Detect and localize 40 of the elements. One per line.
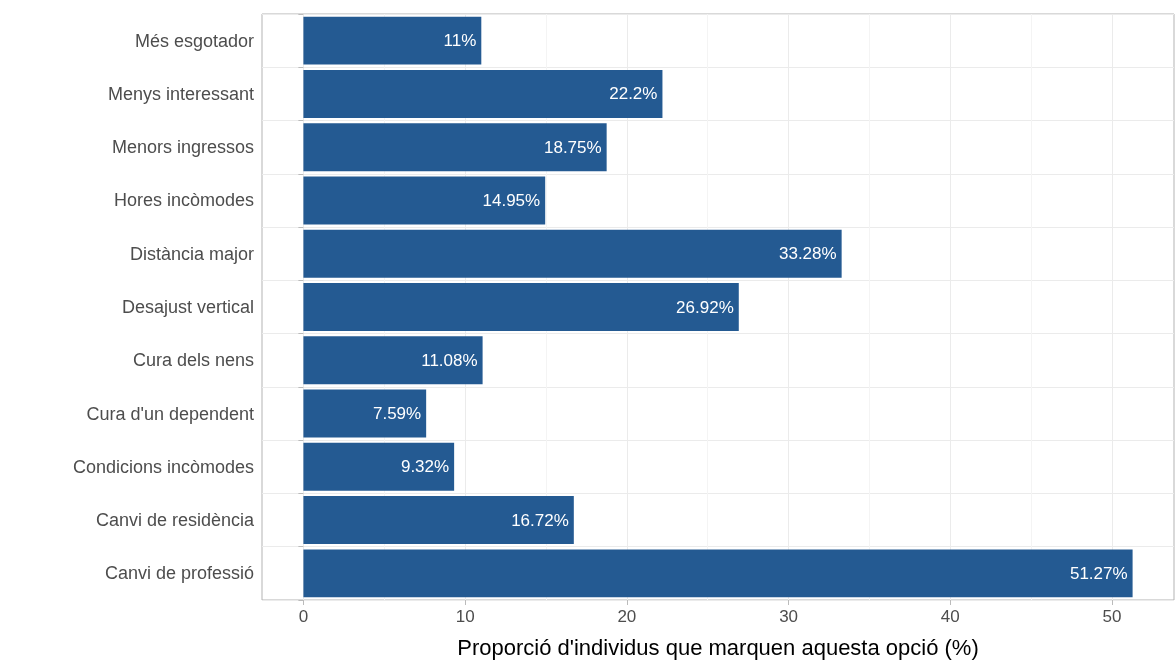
bar — [303, 69, 663, 118]
bar — [303, 283, 739, 331]
data-label: 16.72% — [511, 510, 569, 530]
y-tick-label: Cura dels nens — [132, 350, 254, 371]
data-label: 7.59% — [372, 404, 422, 424]
data-label: 9.32% — [400, 457, 450, 477]
x-tick-label: 20 — [617, 607, 637, 626]
bar — [303, 336, 483, 385]
bar — [303, 16, 482, 65]
x-tick-label: 10 — [455, 607, 475, 626]
bar — [303, 442, 455, 491]
x-tick-label: 0 — [298, 607, 309, 626]
x-axis-title: Proporció d'individus que marquen aquesta opció (%) — [457, 634, 979, 660]
bar — [303, 496, 574, 545]
y-tick-label: Més esgotador — [134, 30, 254, 51]
data-label: 33.28% — [778, 244, 837, 264]
x-tick-label: 40 — [940, 607, 960, 626]
bar — [303, 176, 546, 225]
data-label: 26.92% — [676, 297, 734, 317]
x-tick-label: 30 — [779, 607, 799, 626]
bar — [303, 389, 427, 438]
data-label: 22.2% — [609, 84, 658, 104]
y-tick-label: Cura d'un dependent — [86, 403, 254, 424]
data-label: 11.08% — [421, 350, 478, 370]
y-tick-label: Canvi de professió — [104, 563, 254, 584]
data-label: 51.27% — [1069, 563, 1128, 583]
y-tick-label: Menys interessant — [107, 83, 254, 104]
data-label: 18.75% — [543, 137, 602, 157]
y-tick-label: Hores incòmodes — [113, 190, 254, 211]
y-tick-label: Condicions incòmodes — [72, 456, 254, 477]
x-tick-label: 50 — [1102, 607, 1122, 626]
data-label: 14.95% — [482, 190, 541, 210]
y-tick-label: Canvi de residència — [95, 510, 255, 531]
bar — [303, 549, 1133, 598]
bar — [303, 123, 607, 172]
y-tick-label: Desajust vertical — [121, 297, 254, 317]
data-label: 11% — [443, 31, 477, 51]
bar — [303, 229, 842, 278]
y-tick-label: Distància major — [129, 243, 254, 264]
y-tick-label: Menors ingressos — [111, 137, 254, 158]
